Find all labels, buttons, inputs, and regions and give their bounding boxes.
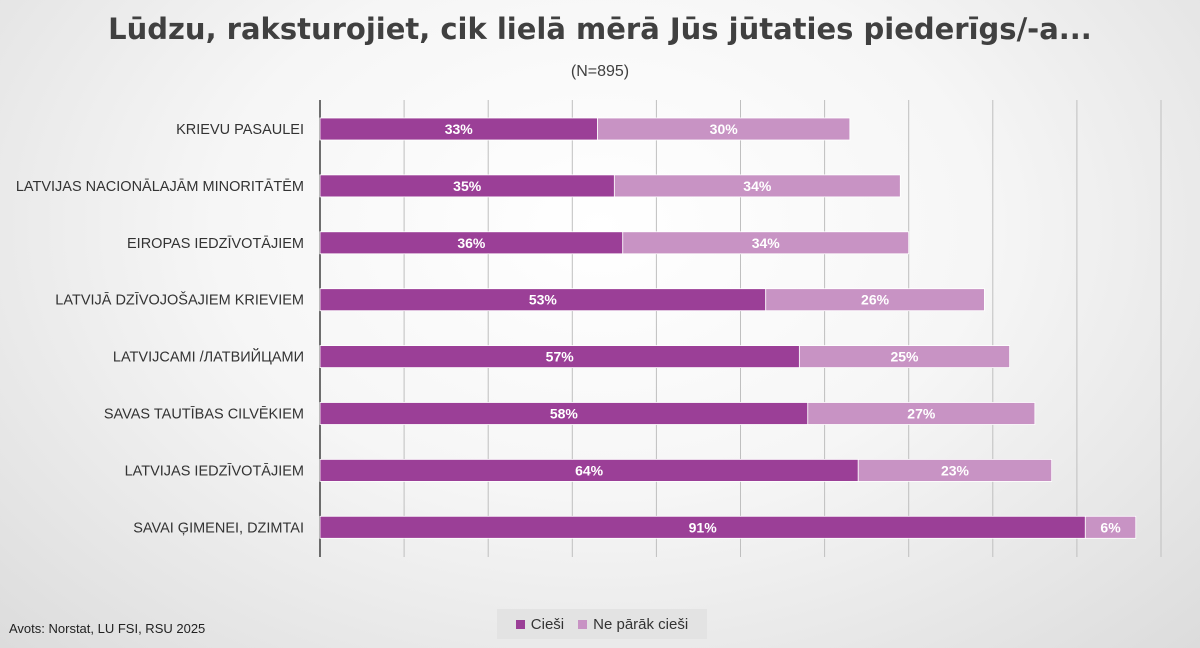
legend-item-series2: Ne pārāk cieši xyxy=(578,616,688,633)
source-note: Avots: Norstat, LU FSI, RSU 2025 xyxy=(9,621,206,636)
legend-item-series1: Cieši xyxy=(515,615,565,633)
bar-series2 xyxy=(622,231,910,255)
data-label-series1: 64% xyxy=(575,462,604,478)
bar-series2 xyxy=(857,458,1053,482)
data-label-series1: 33% xyxy=(445,121,474,137)
category-label: SAVAI ĢIMENEI, DZIMTAI xyxy=(133,520,304,536)
category-label: EIROPAS IEDZĪVOTĀJIEM xyxy=(127,236,304,252)
data-label-series1: 58% xyxy=(550,406,579,422)
category-label: SAVAS TAUTĪBAS CILVĒKIEM xyxy=(104,407,304,423)
category-label: LATVIJCAMI /ЛАТВИЙЦАМИ xyxy=(113,348,304,366)
data-label-series1: 36% xyxy=(457,235,486,251)
data-label-series2: 27% xyxy=(907,406,936,422)
bar-series2 xyxy=(613,174,901,198)
chart-legend: Cieši Ne pārāk cieši xyxy=(497,609,707,639)
data-label-series1: 35% xyxy=(453,178,482,194)
data-label-series2: 23% xyxy=(941,462,970,478)
chart-title: Lūdzu, raksturojiet, cik lielā mērā Jūs … xyxy=(108,12,1092,46)
bar-series2 xyxy=(597,117,851,141)
category-label: LATVIJĀ DZĪVOJOŠAJIEM KRIEVIEM xyxy=(55,292,304,309)
data-label-series1: 57% xyxy=(546,349,575,365)
data-label-series2: 26% xyxy=(861,292,890,308)
data-label-series2: 25% xyxy=(890,349,919,365)
category-label: KRIEVU PASAULEI xyxy=(176,122,304,138)
data-label-series2: 34% xyxy=(743,178,772,194)
bar-series2 xyxy=(798,345,1011,369)
data-label-series2: 34% xyxy=(752,235,781,251)
data-label-series2: 6% xyxy=(1100,519,1121,535)
bar-series2 xyxy=(807,402,1036,425)
legend-label-series2: Ne pārāk cieši xyxy=(593,615,689,633)
bar-series2 xyxy=(765,288,985,312)
bar-series2 xyxy=(1084,515,1137,539)
chart-subtitle: (N=895) xyxy=(570,63,630,80)
data-label-series2: 30% xyxy=(710,121,739,137)
legend-swatch-series2 xyxy=(578,619,588,629)
data-label-series1: 53% xyxy=(529,292,558,308)
legend-swatch-series1 xyxy=(515,619,525,629)
category-label: LATVIJAS NACIONĀLAJĀM MINORITĀTĒM xyxy=(16,179,304,195)
category-label: LATVIJAS IEDZĪVOTĀJIEM xyxy=(125,463,304,479)
data-label-series1: 91% xyxy=(689,519,718,535)
legend-label-series1: Cieši xyxy=(530,615,565,633)
